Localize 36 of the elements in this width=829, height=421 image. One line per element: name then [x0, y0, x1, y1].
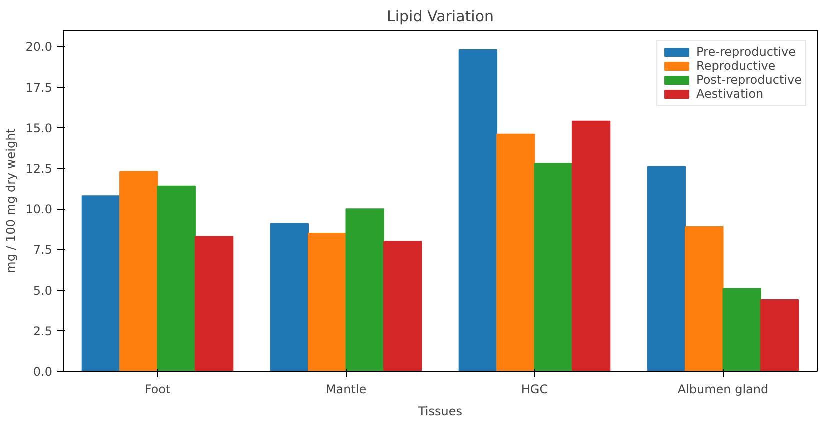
legend-label: Post-reproductive [696, 73, 802, 87]
bar [572, 120, 611, 372]
bar [458, 49, 498, 372]
bar [270, 223, 310, 372]
y-tick-label: 12.5 [26, 162, 52, 176]
x-axis-title: Tissues [417, 404, 463, 418]
bar [647, 166, 686, 372]
y-tick-label: 10.0 [26, 202, 52, 217]
x-tick-label: Foot [144, 382, 171, 396]
y-tick-label: 15.0 [26, 121, 52, 136]
bar [722, 288, 762, 372]
x-tick-label: HGC [521, 382, 548, 396]
x-tick-label: Mantle [326, 382, 367, 396]
y-tick-label: 7.5 [33, 243, 53, 258]
bar [308, 232, 347, 372]
legend-label: Pre-reproductive [696, 45, 796, 59]
bar [760, 300, 800, 372]
y-tick-label: 20.0 [26, 40, 52, 54]
legend-label: Aestivation [696, 87, 764, 101]
y-tick-label: 17.5 [26, 80, 52, 95]
bar [496, 134, 536, 372]
y-tick-label: 5.0 [33, 284, 53, 298]
bar [346, 208, 384, 372]
y-tick-label: 2.5 [33, 324, 53, 338]
x-tick-label: Albumen gland [678, 382, 769, 396]
y-axis-title: mg / 100 mg dry weight [4, 128, 18, 274]
bar [534, 163, 573, 372]
chart-title: Lipid Variation [386, 8, 494, 26]
bar [194, 236, 234, 372]
legend-label: Reproductive [696, 59, 776, 73]
y-tick-label: 0.0 [33, 365, 53, 379]
bar [157, 186, 196, 372]
bar [82, 196, 121, 372]
bar [120, 171, 158, 372]
bar [685, 226, 724, 372]
bar [383, 241, 422, 372]
